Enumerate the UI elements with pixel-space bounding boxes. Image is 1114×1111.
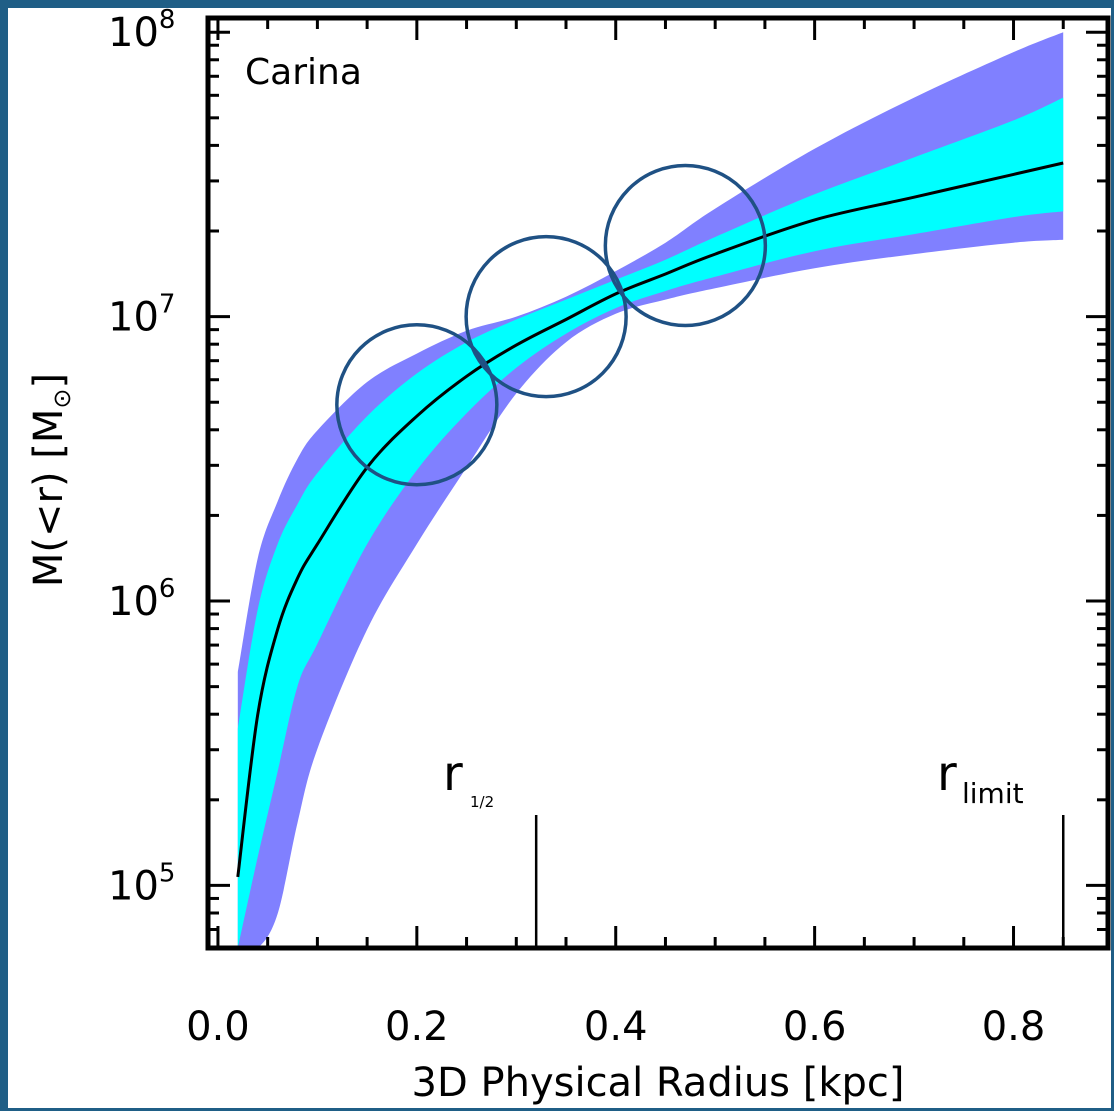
highlight-circle-2 <box>464 234 628 399</box>
x-tick-label: 0.0 <box>186 1004 250 1050</box>
inner-confidence-band <box>237 97 1064 948</box>
x-tick-label: 0.8 <box>982 1004 1046 1050</box>
plot-axes-frame <box>205 15 1111 951</box>
median-mass-curve <box>236 161 1064 878</box>
r-limit-label-main: r <box>937 746 957 802</box>
axis-ticks <box>208 18 1108 948</box>
r-half-label-subscript: 1/2 <box>470 793 494 811</box>
x-tick-label: 0.4 <box>584 1004 648 1050</box>
outer-confidence-band <box>237 32 1064 948</box>
r-half-label-main: r <box>443 746 463 802</box>
y-tick-label: 108 <box>108 5 175 56</box>
x-tick-label: 0.6 <box>783 1004 847 1050</box>
sun-symbol: ⊙ <box>48 388 76 408</box>
y-axis-label-main: M(<r) [M <box>26 409 72 588</box>
y-tick-label: 107 <box>108 290 175 341</box>
galaxy-name-label: Carina <box>245 52 362 93</box>
y-axis-label-close: ] <box>26 373 72 389</box>
highlight-circle-3 <box>603 163 768 328</box>
r-limit-label-subscript: limit <box>962 777 1024 810</box>
x-tick-label: 0.2 <box>385 1004 449 1050</box>
y-tick-label: 106 <box>108 574 175 625</box>
r-limit-label: r limit <box>937 746 1024 810</box>
y-axis-label: M(<r) [M⊙] <box>26 373 76 587</box>
r-half-label: r 1/2 <box>443 746 494 811</box>
svg-text:M(<r) [M⊙]: M(<r) [M⊙] <box>26 373 76 587</box>
y-tick-label: 105 <box>108 858 175 909</box>
highlight-circle-1 <box>335 323 499 487</box>
x-axis-label: 3D Physical Radius [kpc] <box>412 1060 905 1106</box>
